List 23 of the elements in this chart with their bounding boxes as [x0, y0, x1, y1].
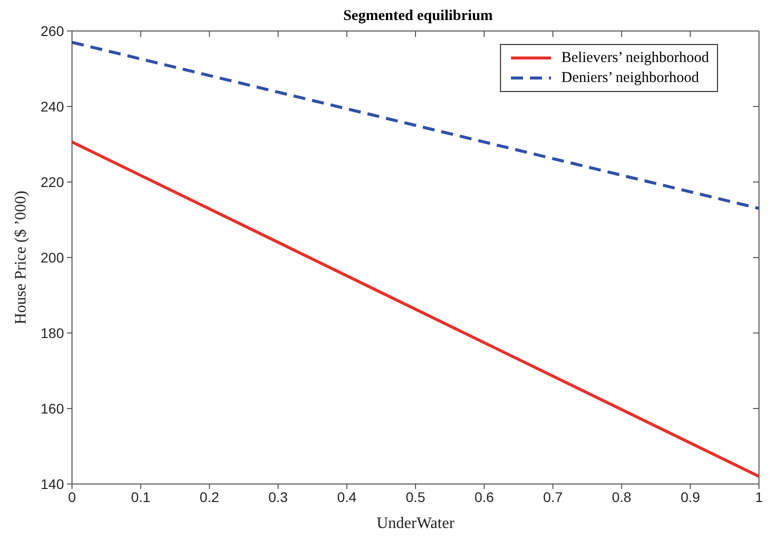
x-tick-label: 0.3	[268, 488, 288, 505]
x-tick-label: 0.8	[612, 488, 632, 505]
y-tick-label: 140	[40, 476, 64, 492]
y-tick-label: 180	[40, 324, 64, 341]
x-tick-label: 0.1	[130, 488, 151, 505]
y-axis-title: House Price ($ ’000)	[12, 190, 30, 324]
y-tick-label: 260	[40, 22, 64, 39]
y-tick-label: 160	[40, 400, 64, 416]
legend-label: Believers’ neighborhood	[561, 49, 709, 68]
x-tick-label: 0	[68, 488, 76, 505]
y-tick-label: 200	[40, 249, 64, 266]
legend-label: Deniers’ neighborhood	[561, 69, 699, 88]
x-tick-label: 0.5	[406, 488, 426, 505]
x-axis-title: UnderWater	[376, 515, 456, 532]
x-tick-label: 0.7	[543, 488, 563, 505]
x-tick-label: 0.9	[680, 488, 700, 505]
x-tick-label: 0.6	[474, 488, 494, 505]
x-tick-label: 0.2	[200, 488, 220, 505]
y-tick-label: 220	[40, 174, 64, 190]
x-tick-label: 1	[755, 488, 764, 505]
x-tick-label: 0.4	[337, 488, 357, 505]
chart-title: Segmented equilibrium	[342, 8, 494, 25]
y-tick-label: 240	[40, 98, 64, 114]
